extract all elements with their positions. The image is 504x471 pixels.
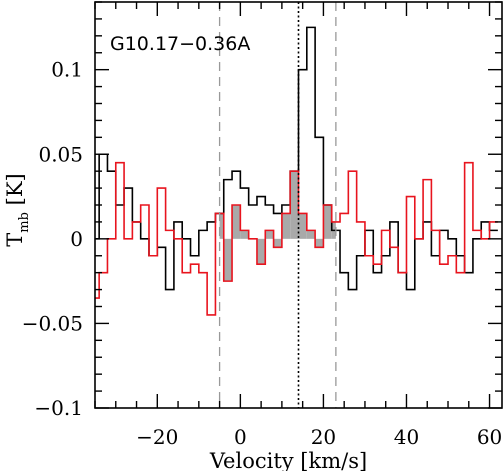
- shaded-bin: [265, 230, 274, 239]
- shaded-bin: [306, 230, 316, 239]
- x-axis-title: Velocity [km/s]: [209, 449, 367, 471]
- shaded-bin: [219, 213, 224, 239]
- y-axis-title-subscript: mb: [17, 212, 32, 233]
- x-tick-label: 20: [311, 425, 336, 449]
- tick-labels: −20 0 20 40 60 −0.1 −0.05 0 0.05 0.1: [22, 58, 503, 449]
- shaded-bin: [273, 238, 282, 248]
- shaded-bin: [256, 238, 266, 265]
- y-tick-label: −0.1: [34, 396, 83, 420]
- shaded-bin: [232, 205, 241, 239]
- shaded-bin: [281, 213, 291, 239]
- shaded-region-layer: [219, 171, 336, 282]
- shaded-bin: [298, 213, 307, 239]
- y-axis-title: Tmb [K]: [3, 173, 32, 246]
- source-name-label: G10.17−0.36A: [110, 33, 250, 55]
- series-red-spectrum: [95, 161, 498, 316]
- shaded-bin: [240, 230, 249, 239]
- y-tick-label: 0.1: [51, 58, 83, 82]
- shaded-bin: [223, 238, 233, 282]
- y-tick-label: −0.05: [22, 311, 83, 335]
- velocity-markers: [218, 2, 337, 408]
- y-axis-title-unit: [K]: [3, 173, 27, 212]
- shaded-bin: [323, 205, 332, 239]
- y-tick-label: 0: [70, 227, 83, 251]
- x-tick-label: 60: [477, 425, 502, 449]
- series-layer: [95, 26, 498, 316]
- shaded-bin: [290, 171, 299, 239]
- series-black-spectrum: [95, 26, 498, 291]
- axis-ticks: [94, 1, 502, 409]
- x-tick-label: −20: [136, 425, 178, 449]
- x-tick-label: 0: [234, 425, 247, 449]
- y-tick-label: 0.05: [38, 142, 83, 166]
- shaded-bin: [315, 238, 324, 248]
- y-axis-title-main: T: [3, 233, 27, 247]
- x-tick-label: 40: [394, 425, 419, 449]
